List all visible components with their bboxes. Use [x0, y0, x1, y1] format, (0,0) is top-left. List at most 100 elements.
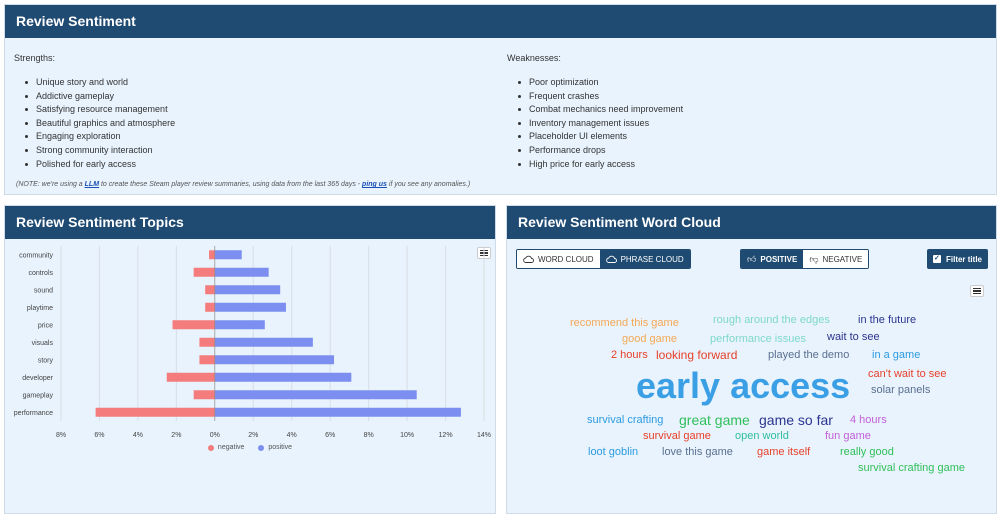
bar-positive[interactable] [214, 337, 313, 347]
bar-negative[interactable] [166, 372, 215, 382]
bar-negative[interactable] [95, 407, 215, 417]
bar-negative[interactable] [193, 390, 215, 400]
cloud-phrase[interactable]: early access [636, 365, 851, 406]
positive-label: POSITIVE [760, 254, 798, 264]
cloud-phrase[interactable]: performance issues [710, 333, 806, 345]
cloud-phrase[interactable]: survival crafting game [858, 462, 965, 474]
bar-positive[interactable] [214, 250, 242, 260]
cloud-phrase[interactable]: 4 hours [850, 414, 887, 426]
x-tick-label: 2% [171, 432, 181, 439]
cloud-phrase[interactable]: survival game [643, 430, 711, 442]
weakness-item: Poor optimization [518, 76, 683, 90]
strengths-column: Strengths: Unique story and world Addict… [14, 53, 175, 171]
hamburger-icon [973, 290, 981, 292]
bar-negative[interactable] [205, 302, 215, 312]
legend-positive[interactable]: positive [258, 444, 292, 451]
x-tick-label: 12% [439, 432, 453, 439]
cloud-icon [605, 255, 617, 263]
y-tick-label: developer [22, 375, 53, 382]
cloud-phrase[interactable]: in the future [858, 314, 917, 326]
bar-positive[interactable] [214, 390, 417, 400]
phrase-cloud-label: PHRASE CLOUD [620, 254, 684, 264]
cloud-phrase[interactable]: game itself [757, 446, 811, 458]
cloud-phrase[interactable]: can't wait to see [868, 368, 947, 380]
review-sentiment-title: Review Sentiment [5, 5, 996, 38]
phrase-cloud-button[interactable]: PHRASE CLOUD [599, 250, 690, 268]
bar-negative[interactable] [193, 267, 215, 277]
cloud-menu-button[interactable] [970, 285, 984, 297]
hamburger-icon [973, 293, 981, 295]
strengths-list: Unique story and world Addictive gamepla… [14, 76, 175, 171]
legend-negative-label: negative [217, 444, 245, 451]
weakness-item: Combat mechanics need improvement [518, 103, 683, 117]
cloud-phrase[interactable]: solar panels [871, 384, 931, 396]
sentiment-topics-panel: Review Sentiment Topics 8% 6% 4% 2% 0% 2% 4% 6%… [4, 205, 496, 514]
cloud-phrase[interactable]: survival crafting [587, 414, 664, 426]
filter-title-label: Filter title [945, 254, 982, 264]
sentiment-topics-title: Review Sentiment Topics [5, 206, 495, 239]
word-cloud-label: WORD CLOUD [538, 254, 594, 264]
cloud-phrase[interactable]: really good [840, 446, 894, 458]
cloud-phrase[interactable]: looking forward [656, 348, 738, 362]
filter-title-button[interactable]: ✓ Filter title [926, 249, 988, 269]
bar-negative[interactable] [199, 355, 215, 365]
weaknesses-column: Weaknesses: Poor optimization Frequent c… [507, 53, 683, 171]
bar-positive[interactable] [214, 302, 286, 312]
bar-negative[interactable] [205, 285, 215, 295]
note-text: to create these Steam player review summ… [99, 181, 363, 188]
cloud-phrase[interactable]: recommend this game [570, 317, 679, 329]
positive-dot-icon [258, 444, 265, 451]
negative-label: NEGATIVE [822, 254, 863, 264]
strength-item: Polished for early access [25, 158, 175, 172]
cloud-phrase[interactable]: played the demo [768, 349, 850, 361]
hamburger-icon [973, 287, 981, 289]
sentiment-toggle: 👍︎ POSITIVE 👎︎ NEGATIVE [740, 249, 870, 269]
cloud-phrase[interactable]: wait to see [827, 331, 880, 343]
bar-negative[interactable] [209, 250, 215, 260]
cloud-phrase[interactable]: fun game [825, 430, 871, 442]
thumbs-up-icon: 👍︎ [747, 253, 757, 264]
x-tick-label: 6% [94, 432, 104, 439]
y-tick-label: story [38, 357, 54, 364]
bar-positive[interactable] [214, 355, 335, 365]
negative-dot-icon [207, 444, 214, 451]
y-tick-label: visuals [32, 340, 54, 347]
weakness-item: Placeholder UI elements [518, 130, 683, 144]
bar-positive[interactable] [214, 320, 265, 330]
weaknesses-list: Poor optimization Frequent crashes Comba… [507, 76, 683, 171]
x-tick-label: 8% [56, 432, 66, 439]
cloud-mode-toggle: WORD CLOUD PHRASE CLOUD [516, 249, 691, 269]
cloud-phrase[interactable]: good game [622, 333, 678, 345]
bar-positive[interactable] [214, 407, 461, 417]
note-text: if you see any anomalies.) [386, 181, 471, 188]
x-tick-label: 14% [477, 432, 491, 439]
cloud-phrase[interactable]: game so far [759, 412, 833, 428]
y-tick-label: playtime [27, 305, 53, 312]
cloud-phrase[interactable]: in a game [872, 349, 921, 361]
cloud-phrase[interactable]: open world [735, 430, 789, 442]
weakness-item: Inventory management issues [518, 117, 683, 131]
cloud-phrase[interactable]: great game [679, 412, 750, 428]
review-sentiment-panel: Review Sentiment Strengths: Unique story… [4, 4, 997, 195]
bar-negative[interactable] [199, 337, 215, 347]
x-tick-label: 4% [133, 432, 143, 439]
x-tick-label: 10% [400, 432, 414, 439]
cloud-phrase[interactable]: love this game [662, 446, 733, 458]
cloud-phrase[interactable]: loot goblin [588, 446, 639, 458]
y-tick-label: community [19, 252, 53, 259]
bar-positive[interactable] [214, 372, 352, 382]
ping-us-link[interactable]: ping us [362, 181, 387, 188]
cloud-phrase[interactable]: 2 hours [611, 349, 648, 361]
legend-negative[interactable]: negative [207, 444, 245, 451]
word-cloud-button[interactable]: WORD CLOUD [517, 250, 600, 268]
y-tick-label: sound [34, 287, 53, 294]
negative-button[interactable]: 👎︎ NEGATIVE [803, 250, 869, 268]
llm-link[interactable]: LLM [84, 181, 100, 188]
bar-negative[interactable] [172, 320, 215, 330]
bar-positive[interactable] [214, 267, 269, 277]
cloud-phrase[interactable]: rough around the edges [713, 314, 830, 326]
bar-positive[interactable] [214, 285, 281, 295]
weakness-item: Performance drops [518, 144, 683, 158]
positive-button[interactable]: 👍︎ POSITIVE [741, 250, 804, 268]
weakness-item: High price for early access [518, 158, 683, 172]
